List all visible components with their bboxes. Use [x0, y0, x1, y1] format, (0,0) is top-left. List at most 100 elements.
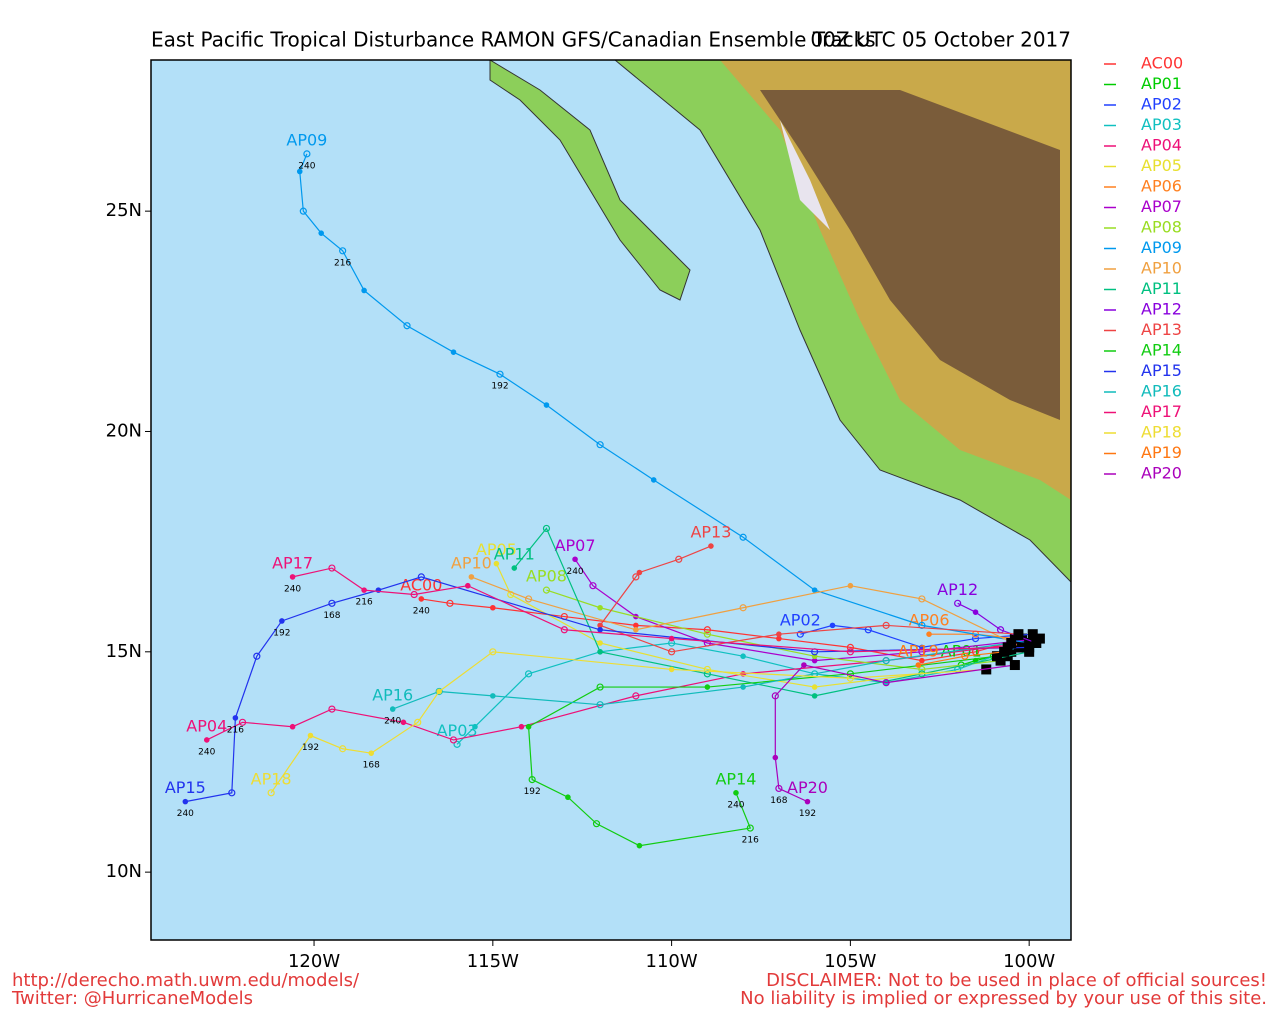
legend-label: AP01	[1141, 74, 1182, 93]
track-point	[446, 599, 454, 607]
track-point	[361, 587, 367, 593]
track-name: AP15	[165, 778, 206, 797]
track-point	[597, 626, 603, 633]
y-tick-label: 25N	[106, 200, 142, 221]
hour-label: 240	[298, 161, 315, 171]
track-point	[410, 590, 418, 599]
track-point	[339, 247, 347, 255]
track-point	[361, 287, 367, 294]
track-point	[596, 441, 604, 449]
track-line	[456, 642, 1019, 745]
track-point	[524, 595, 533, 603]
track-point	[801, 662, 807, 668]
track-point	[182, 798, 189, 805]
track-point	[918, 595, 926, 603]
track-point	[565, 794, 571, 801]
track-point	[811, 693, 818, 699]
track-point	[228, 789, 236, 797]
track-point	[829, 622, 836, 629]
y-tick-label: 10N	[106, 861, 142, 882]
track-point	[289, 574, 296, 580]
track-point	[328, 564, 336, 572]
track-point	[518, 723, 525, 730]
track-point	[918, 648, 926, 656]
track-point	[739, 604, 747, 612]
hour-label: 240	[198, 747, 215, 757]
track-name: AP18	[251, 769, 292, 788]
track-point	[846, 643, 854, 652]
footer: http://derecho.math.uwm.edu/models/Twitt…	[11, 970, 1267, 1009]
track-line	[421, 598, 1023, 662]
track-point	[703, 626, 711, 634]
track-point	[339, 745, 347, 753]
track-point	[592, 820, 601, 828]
track-point	[597, 604, 603, 611]
track-point	[596, 701, 604, 709]
track-point	[449, 736, 458, 744]
track-point	[511, 565, 518, 571]
track-point	[435, 687, 443, 696]
track-point	[668, 635, 675, 642]
track-point	[775, 784, 783, 793]
track-line	[574, 558, 1040, 662]
hour-label: 240	[284, 584, 301, 594]
track-point	[971, 634, 980, 643]
x-tick-label: 105W	[824, 951, 876, 972]
track-point	[739, 533, 747, 541]
track-name: AC00	[400, 575, 442, 594]
track-point	[704, 684, 711, 690]
track-point	[253, 652, 261, 660]
track-point	[328, 705, 336, 713]
hour-label: 216	[334, 258, 351, 268]
track-point	[203, 737, 210, 743]
hour-label: 240	[413, 606, 430, 616]
track-line	[471, 576, 1023, 648]
track-point	[307, 732, 314, 739]
footer-left: Twitter: @HurricaneModels	[11, 988, 253, 1009]
track-point	[543, 402, 550, 408]
track-point	[468, 574, 475, 580]
legend-label: AP14	[1141, 341, 1182, 360]
track-name: AP02	[780, 611, 821, 630]
track-point	[299, 207, 307, 215]
start-marker	[1013, 629, 1024, 640]
track-point	[776, 635, 782, 642]
track-point	[882, 679, 890, 687]
axes: 120W 115W 110W 105W 100W 10N 15N 20N 25N	[106, 200, 1056, 972]
track-name: AP20	[787, 778, 828, 797]
track-name: AP12	[937, 580, 978, 599]
mountain	[760, 90, 1060, 420]
track-point	[472, 723, 478, 730]
track-point	[328, 599, 336, 607]
track-name: AP14	[715, 769, 756, 788]
hour-label: 240	[566, 567, 583, 577]
legend-label: AC00	[1141, 54, 1183, 73]
track-point	[882, 657, 890, 665]
start-marker	[1031, 637, 1042, 648]
legend-label: AP16	[1141, 382, 1182, 401]
track-point	[279, 618, 285, 624]
legend-label: AP17	[1141, 402, 1182, 421]
footer-left: http://derecho.math.uwm.edu/models/	[12, 970, 360, 991]
baja	[489, 60, 691, 301]
track-point	[489, 648, 497, 656]
track-line	[206, 642, 1026, 741]
legend-label: AP07	[1141, 197, 1182, 216]
track-point	[915, 662, 922, 668]
track-point	[811, 684, 818, 690]
plot-frame	[150, 59, 1072, 941]
x-tick-label: 115W	[467, 951, 519, 972]
track-point	[675, 555, 683, 563]
track-name: AP05	[476, 540, 517, 559]
track-name: AP09	[286, 130, 327, 149]
track-point	[450, 349, 457, 355]
legend-label: AP06	[1141, 177, 1182, 196]
legend-label: AP19	[1141, 443, 1182, 462]
track-point	[636, 842, 643, 849]
track-point	[267, 789, 275, 797]
x-tick-label: 100W	[1003, 951, 1055, 972]
legend-label: AP08	[1141, 218, 1182, 237]
track-point	[596, 683, 604, 691]
legend-label: AP02	[1141, 95, 1182, 114]
track-point	[804, 798, 811, 805]
